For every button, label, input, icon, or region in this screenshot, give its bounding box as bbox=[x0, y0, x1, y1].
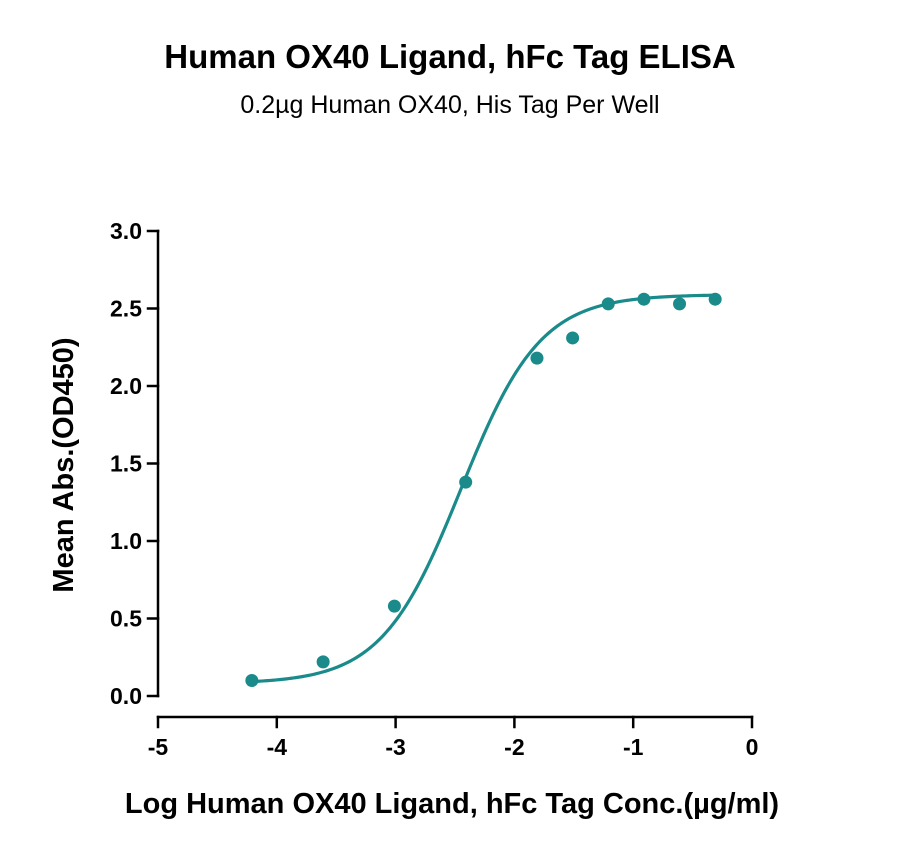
data-points bbox=[245, 292, 722, 687]
x-tick-label: -1 bbox=[623, 734, 644, 760]
x-axis-title: Log Human OX40 Ligand, hFc Tag Conc.(µg/… bbox=[125, 788, 779, 820]
data-point bbox=[708, 292, 722, 306]
x-tick-label: -2 bbox=[504, 734, 524, 760]
data-point bbox=[601, 297, 615, 311]
data-point bbox=[637, 292, 651, 306]
data-point bbox=[316, 655, 330, 669]
y-tick-label: 2.0 bbox=[110, 373, 142, 399]
y-tick-label: 0.0 bbox=[110, 683, 142, 709]
data-point bbox=[530, 351, 544, 365]
x-tick-label: -4 bbox=[267, 734, 288, 760]
fit-curve bbox=[251, 293, 716, 684]
data-point bbox=[673, 297, 687, 311]
chart-title: Human OX40 Ligand, hFc Tag ELISA bbox=[164, 38, 736, 75]
data-point bbox=[245, 674, 259, 687]
y-tick-label: 0.5 bbox=[110, 606, 142, 632]
data-point bbox=[459, 475, 473, 489]
x-tick-label: -3 bbox=[385, 734, 405, 760]
y-tick-label: 1.5 bbox=[110, 451, 142, 477]
y-axis-title: Mean Abs.(OD450) bbox=[48, 337, 80, 592]
tick-labels: 0.0 0.5 1.0 1.5 2.0 2.5 3.0 -5 -4 -3 -2 -1 0 bbox=[110, 218, 758, 760]
x-tick-label: 0 bbox=[746, 734, 759, 760]
fit-curve-group bbox=[251, 293, 716, 684]
chart-subtitle: 0.2µg Human OX40, His Tag Per Well bbox=[240, 91, 660, 119]
y-tick-label: 2.5 bbox=[110, 296, 142, 322]
y-tick-label: 3.0 bbox=[110, 218, 142, 244]
data-point bbox=[566, 331, 580, 345]
x-tick-label: -5 bbox=[148, 734, 169, 760]
data-point bbox=[387, 599, 401, 613]
y-tick-label: 1.0 bbox=[110, 528, 142, 554]
axes bbox=[146, 229, 754, 729]
